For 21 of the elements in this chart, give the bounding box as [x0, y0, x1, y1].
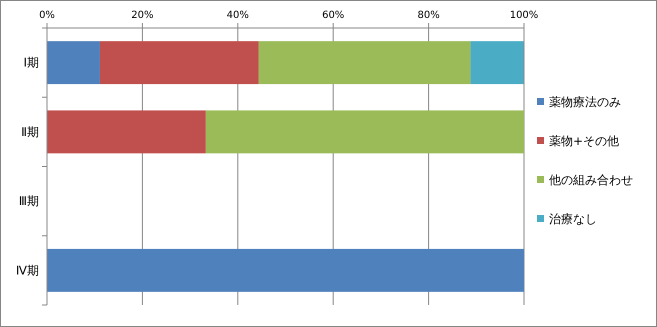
x-tick-label: 100%	[510, 10, 538, 21]
x-tick-label: 60%	[322, 10, 344, 21]
bar	[470, 41, 524, 84]
bar	[100, 41, 259, 84]
legend-label: 薬物+その他	[549, 134, 620, 148]
bar	[47, 110, 206, 154]
x-tick-label: 40%	[226, 10, 249, 21]
bar	[47, 248, 524, 292]
legend-label: 薬物療法のみ	[549, 95, 621, 109]
bar	[258, 41, 471, 84]
x-tick-label: 80%	[417, 10, 440, 21]
bar	[47, 41, 100, 84]
y-tick-label: Ⅲ期	[18, 194, 39, 208]
x-tick-label: 0%	[39, 10, 55, 21]
legend-label: 他の組み合わせ	[549, 173, 633, 187]
x-tick-label: 20%	[131, 10, 154, 21]
y-tick-label: Ⅳ期	[16, 263, 39, 278]
y-tick-label: Ⅱ期	[21, 124, 39, 139]
y-tick-label: Ⅰ期	[23, 56, 39, 70]
bar	[206, 110, 524, 154]
legend-label: 治療なし	[549, 212, 597, 226]
